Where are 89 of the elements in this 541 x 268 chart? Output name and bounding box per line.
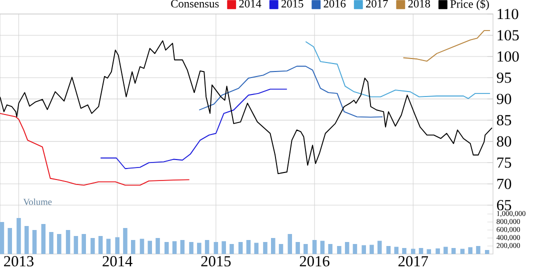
bar bbox=[436, 248, 440, 254]
y-tick-label: 105 bbox=[498, 30, 519, 40]
bar bbox=[189, 242, 194, 254]
bar bbox=[344, 242, 350, 254]
y-tick-label: 100 bbox=[498, 51, 519, 62]
bar bbox=[172, 241, 177, 254]
line-series bbox=[100, 88, 288, 170]
bar bbox=[16, 218, 21, 254]
bar bbox=[394, 246, 399, 254]
legend-label: 2018 bbox=[408, 0, 430, 8]
bar bbox=[180, 240, 185, 254]
bar bbox=[451, 248, 456, 254]
line-series bbox=[198, 66, 384, 118]
bar bbox=[278, 244, 284, 254]
bar bbox=[270, 238, 276, 254]
y-tick-label: 90 bbox=[496, 94, 512, 104]
bar bbox=[140, 238, 144, 254]
line-series bbox=[402, 30, 491, 62]
bar bbox=[320, 240, 325, 254]
y-tick-label: 80 bbox=[496, 136, 512, 147]
bar bbox=[222, 241, 226, 254]
legend-label: 2014 bbox=[239, 0, 262, 8]
bar bbox=[123, 228, 128, 254]
bar bbox=[98, 236, 103, 254]
bar bbox=[246, 240, 251, 254]
bar bbox=[328, 244, 332, 254]
bar bbox=[8, 228, 12, 254]
bar bbox=[312, 240, 317, 254]
legend-label: 2017 bbox=[366, 0, 388, 8]
bar bbox=[468, 247, 472, 254]
bar bbox=[115, 237, 120, 254]
bar bbox=[57, 234, 62, 254]
bar bbox=[230, 244, 234, 254]
bar bbox=[411, 248, 416, 254]
bar bbox=[370, 244, 374, 254]
x-tick-label: 2014 bbox=[102, 256, 132, 266]
bar bbox=[484, 250, 490, 254]
line-series bbox=[0, 112, 190, 186]
bar bbox=[263, 242, 268, 254]
bar bbox=[362, 245, 366, 254]
bar bbox=[352, 244, 358, 254]
bar bbox=[24, 226, 29, 254]
y-tick-label: 65 bbox=[497, 200, 512, 210]
x-tick-label: 2017 bbox=[398, 256, 428, 266]
bar bbox=[204, 240, 210, 254]
legend-title: Consensus bbox=[171, 0, 219, 8]
bar bbox=[32, 230, 37, 254]
bar bbox=[238, 242, 243, 254]
annotation: Volume bbox=[23, 198, 52, 206]
legend-label: 2016 bbox=[324, 0, 346, 8]
bar bbox=[337, 246, 342, 254]
bar bbox=[460, 248, 465, 254]
line-series bbox=[0, 40, 492, 174]
bar bbox=[90, 238, 95, 254]
bar bbox=[426, 249, 432, 254]
legend-label: Price ($) bbox=[450, 0, 489, 10]
bar bbox=[0, 222, 4, 254]
bar bbox=[197, 242, 202, 254]
bar bbox=[106, 238, 111, 254]
bar bbox=[156, 238, 160, 254]
bar bbox=[386, 246, 391, 254]
bar bbox=[74, 236, 78, 254]
y-tick-label: 95 bbox=[496, 72, 512, 83]
bar bbox=[214, 242, 218, 254]
bar bbox=[164, 242, 169, 254]
bar bbox=[476, 246, 480, 254]
bar bbox=[288, 234, 292, 254]
y-tick-label: 75 bbox=[497, 158, 512, 168]
x-tick-label: 2013 bbox=[4, 256, 34, 266]
y-tick-label: 110 bbox=[498, 8, 518, 20]
bar bbox=[130, 240, 136, 254]
bar bbox=[304, 244, 308, 254]
bar bbox=[82, 234, 86, 254]
x-tick-label: 2015 bbox=[201, 256, 231, 266]
bar bbox=[66, 230, 70, 254]
line-series bbox=[305, 41, 491, 99]
bar bbox=[254, 242, 258, 254]
bar bbox=[418, 248, 424, 254]
bar bbox=[49, 232, 54, 254]
legend-label: 2015 bbox=[282, 0, 304, 8]
y-tick-label: 70 bbox=[497, 178, 512, 190]
bar bbox=[402, 248, 406, 254]
x-tick-label: 2016 bbox=[300, 256, 330, 266]
bar bbox=[148, 240, 152, 254]
bar bbox=[296, 242, 300, 254]
bar bbox=[444, 246, 448, 254]
y-tick-label: 85 bbox=[496, 115, 512, 126]
bar bbox=[41, 224, 46, 254]
bar bbox=[377, 240, 382, 254]
